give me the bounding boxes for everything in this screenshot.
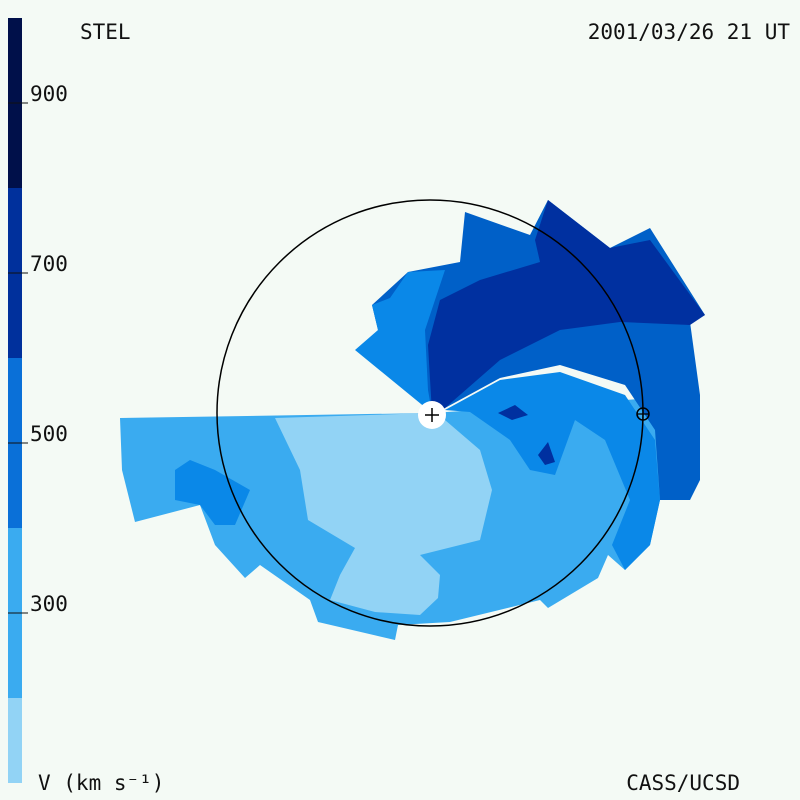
region xyxy=(175,460,250,525)
header-left: STEL xyxy=(80,20,131,44)
colorbar-band xyxy=(8,698,22,783)
region xyxy=(275,413,492,615)
velocity-map xyxy=(120,199,705,640)
footer: CASS/UCSD xyxy=(626,771,740,795)
earth-marker xyxy=(637,408,649,420)
region xyxy=(355,270,445,413)
colorbar-tick-label: 700 xyxy=(30,252,68,276)
region xyxy=(538,442,555,465)
region xyxy=(445,372,660,570)
colorbar-tick-label: 900 xyxy=(30,82,68,106)
sun-marker xyxy=(425,408,439,422)
header-right: 2001/03/26 21 UT xyxy=(588,20,791,44)
colorbar-tick-label: 500 xyxy=(30,422,68,446)
colorbar-label: V (km s⁻¹) xyxy=(38,771,164,795)
region xyxy=(498,405,528,420)
region xyxy=(428,200,705,413)
colorbar: 300 500 700 900 xyxy=(8,18,68,783)
colorbar-tick-label: 300 xyxy=(30,592,68,616)
